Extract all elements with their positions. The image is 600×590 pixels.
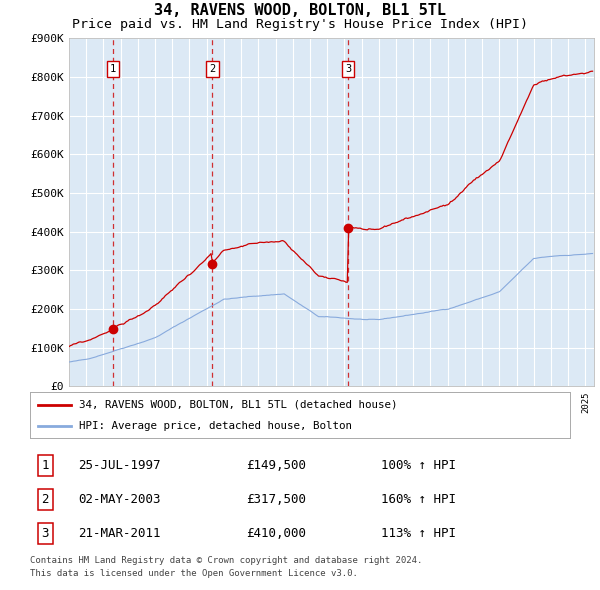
Text: 2: 2 — [209, 64, 215, 74]
Text: 3: 3 — [345, 64, 351, 74]
Text: £149,500: £149,500 — [246, 459, 306, 472]
Text: This data is licensed under the Open Government Licence v3.0.: This data is licensed under the Open Gov… — [30, 569, 358, 578]
Text: 113% ↑ HPI: 113% ↑ HPI — [381, 527, 456, 540]
Text: 1: 1 — [41, 459, 49, 472]
Text: Price paid vs. HM Land Registry's House Price Index (HPI): Price paid vs. HM Land Registry's House … — [72, 18, 528, 31]
Text: 3: 3 — [41, 527, 49, 540]
Text: Contains HM Land Registry data © Crown copyright and database right 2024.: Contains HM Land Registry data © Crown c… — [30, 556, 422, 565]
Text: HPI: Average price, detached house, Bolton: HPI: Average price, detached house, Bolt… — [79, 421, 352, 431]
Text: £317,500: £317,500 — [246, 493, 306, 506]
Text: 34, RAVENS WOOD, BOLTON, BL1 5TL (detached house): 34, RAVENS WOOD, BOLTON, BL1 5TL (detach… — [79, 400, 397, 410]
Text: 100% ↑ HPI: 100% ↑ HPI — [381, 459, 456, 472]
Text: 02-MAY-2003: 02-MAY-2003 — [79, 493, 161, 506]
Text: 21-MAR-2011: 21-MAR-2011 — [79, 527, 161, 540]
Text: 34, RAVENS WOOD, BOLTON, BL1 5TL: 34, RAVENS WOOD, BOLTON, BL1 5TL — [154, 3, 446, 18]
Text: 25-JUL-1997: 25-JUL-1997 — [79, 459, 161, 472]
Text: 2: 2 — [41, 493, 49, 506]
Text: 1: 1 — [110, 64, 116, 74]
Text: £410,000: £410,000 — [246, 527, 306, 540]
Text: 160% ↑ HPI: 160% ↑ HPI — [381, 493, 456, 506]
